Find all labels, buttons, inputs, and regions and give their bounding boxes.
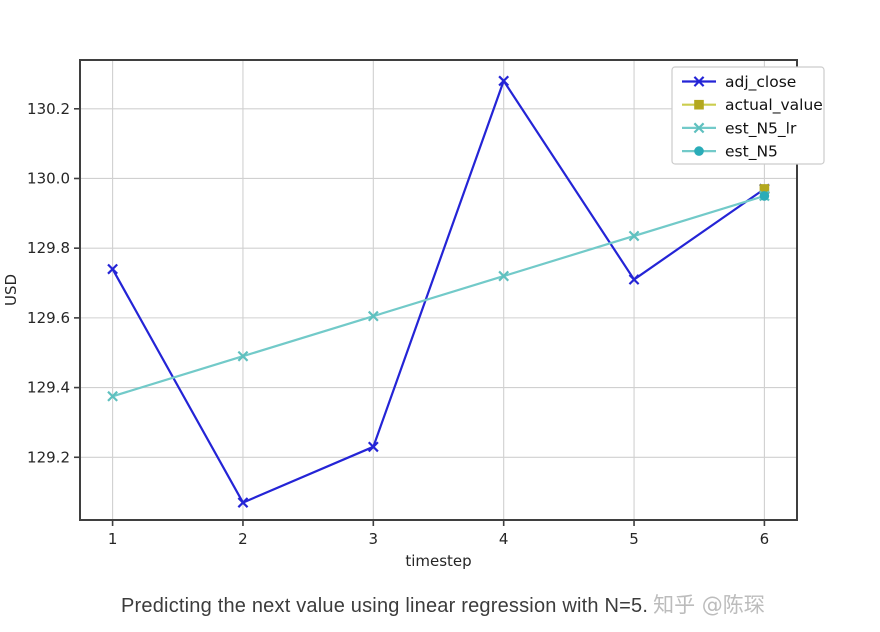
- legend-marker-est_N5: [694, 146, 704, 156]
- series-line-est_N5_lr: [112, 194, 765, 398]
- plot-border: [79, 59, 798, 521]
- legend-label-actual_value: actual_value: [725, 96, 823, 115]
- y-tick-label: 129.2: [27, 448, 70, 466]
- y-tick-label: 129.8: [27, 239, 70, 257]
- y-axis-label: USD: [2, 274, 20, 306]
- marker-est_N5: [759, 191, 770, 201]
- legend-item-actual_value: actual_value: [682, 96, 823, 115]
- legend-label-est_N5: est_N5: [725, 143, 778, 162]
- marker-adj_close: [498, 75, 510, 87]
- y-tick-label: 129.4: [27, 379, 70, 397]
- legend-item-adj_close: adj_close: [682, 73, 796, 92]
- marker-adj_close: [628, 274, 640, 285]
- x-tick-label: 3: [369, 530, 379, 548]
- x-tick-label: 5: [629, 530, 639, 548]
- marker-est_N5_lr: [498, 270, 510, 282]
- x-tick-label: 1: [108, 530, 118, 548]
- y-tick-label: 130.0: [27, 169, 70, 187]
- marker-est_N5_lr: [107, 390, 118, 402]
- marker-est_N5_lr: [367, 310, 379, 322]
- marker-adj_close: [367, 441, 379, 453]
- legend-item-est_N5_lr: est_N5_lr: [682, 119, 797, 138]
- x-tick-label: 4: [499, 530, 509, 548]
- marker-est_N5_lr: [237, 350, 249, 362]
- legend-marker-adj_close: [693, 76, 705, 87]
- chart-caption: Predicting the next value using linear r…: [121, 595, 649, 617]
- chart: 1 2 3 4 5 6 129.2 129.4 129.6 129.8 130.0 130.2 time…: [2, 59, 825, 570]
- x-tick-label: 2: [238, 530, 248, 548]
- legend-label-est_N5_lr: est_N5_lr: [725, 119, 797, 138]
- marker-adj_close: [237, 497, 249, 508]
- legend-label-adj_close: adj_close: [725, 73, 796, 92]
- x-axis-label: timestep: [405, 552, 471, 570]
- legend: adj_close actual_value est_N5_lr est_N5: [671, 66, 825, 165]
- marker-est_N5_lr: [628, 230, 640, 242]
- y-tick-label: 129.6: [27, 309, 70, 327]
- y-tick-label: 130.2: [27, 100, 70, 118]
- legend-box: [671, 66, 825, 165]
- caption-row: Predicting the next value using linear r…: [0, 589, 880, 619]
- legend-marker-actual_value: [694, 99, 704, 110]
- x-tick-label: 6: [760, 530, 770, 548]
- watermark: 知乎 @陈琛: [653, 593, 765, 617]
- legend-marker-est_N5_lr: [693, 122, 705, 134]
- marker-actual_value: [759, 184, 770, 194]
- marker-adj_close: [107, 263, 118, 275]
- chart-canvas: 1 2 3 4 5 6 129.2 129.4 129.6 129.8 130.0 130.2 time…: [2, 59, 825, 570]
- series-line-adj_close: [111, 79, 766, 504]
- legend-item-est_N5: est_N5: [682, 143, 778, 162]
